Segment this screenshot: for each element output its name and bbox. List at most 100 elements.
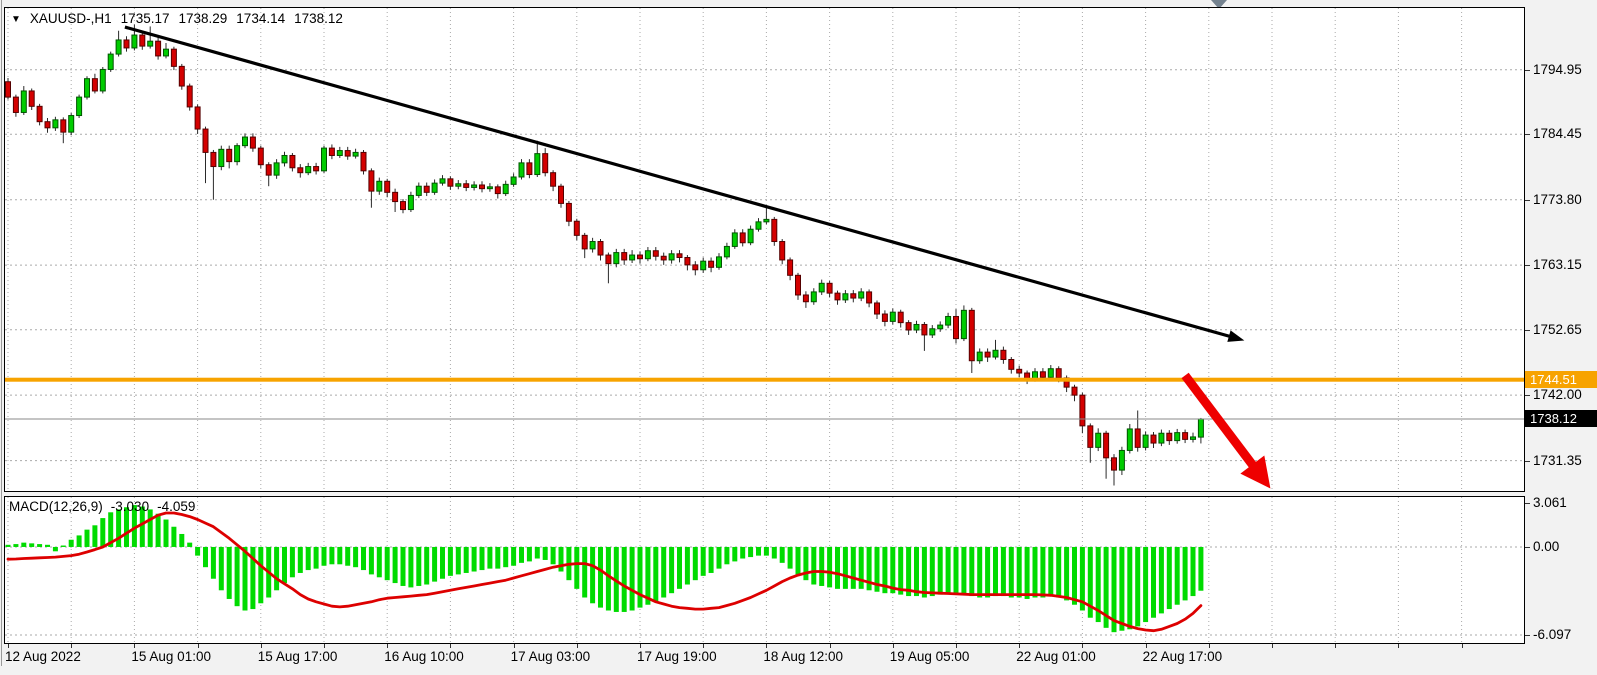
candle-body	[795, 274, 801, 296]
candle-body	[858, 291, 865, 299]
macd-bar	[1143, 546, 1149, 623]
macd-bar	[842, 546, 848, 589]
macd-bar	[1000, 546, 1006, 597]
candle-body	[1079, 394, 1086, 427]
candle-body	[439, 178, 446, 184]
candle-body	[945, 315, 952, 326]
macd-bar	[574, 546, 580, 589]
macd-bar	[763, 546, 769, 556]
candle-body	[400, 201, 406, 211]
macd-bar	[203, 546, 208, 568]
candle-body	[1134, 428, 1141, 448]
macd-bar	[771, 546, 777, 559]
macd-bar	[282, 546, 287, 584]
macd-bar	[708, 546, 714, 573]
macd-bar	[937, 546, 943, 595]
macd-bar	[305, 546, 311, 571]
candle-body	[692, 264, 699, 271]
macd-bar	[447, 546, 453, 576]
macd-bar	[289, 546, 295, 578]
macd-axis-tick	[1525, 503, 1530, 504]
candle-body	[321, 147, 327, 172]
macd-signal-value: -4.059	[157, 499, 196, 514]
candle-body	[684, 256, 691, 266]
macd-bar	[432, 546, 438, 582]
macd-bar	[361, 546, 366, 571]
candle-body	[881, 313, 888, 322]
macd-bar	[131, 505, 137, 547]
time-axis-tick	[324, 644, 325, 648]
candle-body	[407, 194, 414, 211]
macd-bar	[605, 546, 611, 611]
macd-bar	[210, 546, 216, 579]
macd-bar	[827, 546, 833, 588]
macd-bar	[1111, 546, 1117, 633]
candle-body	[1158, 432, 1165, 444]
time-axis-tick	[829, 644, 831, 648]
macd-bar	[116, 509, 122, 547]
candle-body	[1095, 432, 1102, 448]
macd-bar	[84, 529, 90, 547]
macd-bar	[724, 546, 730, 565]
candle-body	[716, 256, 722, 268]
macd-bar	[400, 546, 406, 586]
macd-bar	[124, 507, 129, 547]
candle-body	[226, 148, 233, 163]
candle-body	[905, 322, 912, 331]
macd-bar	[740, 546, 746, 559]
macd-bar	[45, 544, 50, 547]
macd-bar	[914, 546, 919, 597]
candle-body	[494, 186, 501, 195]
macd-indicator-panel[interactable]: MACD(12,26,9) -3.030 -4.059	[4, 496, 1525, 644]
macd-label: MACD(12,26,9)	[9, 499, 103, 514]
candle-body	[44, 121, 51, 129]
time-axis[interactable]: 12 Aug 2022 15 Aug 01:00 15 Aug 17:00 16 Au…	[0, 644, 1597, 666]
macd-bar	[313, 546, 319, 569]
time-axis-tick	[387, 644, 389, 648]
macd-bar	[590, 546, 596, 604]
macd-bar	[1103, 546, 1109, 628]
macd-bar	[187, 542, 193, 547]
price-chart-panel[interactable]: ▼ XAUUSD-,H1 1735.17 1738.29 1734.14 173…	[4, 7, 1525, 492]
time-axis-tick	[766, 644, 768, 648]
candle-body	[68, 115, 75, 133]
symbol-marker-icon: ▼	[11, 14, 21, 25]
ohlc-close: 1738.12	[294, 11, 343, 26]
candle-body	[723, 245, 730, 258]
macd-bar	[732, 546, 738, 562]
macd-bar	[661, 546, 667, 598]
price-axis[interactable]: 1794.95 1784.45 1773.80 1763.15 1752.65 1742.…	[1525, 7, 1597, 644]
price-axis-tick	[1525, 461, 1530, 462]
candle-body	[123, 39, 130, 49]
candle-body	[486, 186, 493, 190]
macd-bar	[716, 546, 722, 569]
candle-body	[731, 232, 738, 247]
macd-bar	[195, 546, 201, 556]
macd-bar	[819, 546, 825, 586]
candle-body	[20, 90, 27, 113]
time-axis-tick	[71, 644, 73, 648]
price-axis-label: 1752.65	[1533, 322, 1582, 337]
candle-body	[186, 85, 193, 108]
candle-body	[107, 53, 114, 70]
candle-body	[929, 328, 936, 336]
time-axis-tick	[1145, 644, 1147, 648]
macd-bar	[503, 546, 509, 568]
candle-body	[976, 351, 983, 362]
time-axis-tick	[1082, 644, 1084, 648]
candle-body	[328, 147, 335, 156]
candle-body	[960, 309, 967, 340]
macd-bar	[787, 546, 793, 569]
macd-bar	[1056, 546, 1062, 598]
macd-bar	[368, 546, 374, 575]
macd-bar	[653, 546, 659, 602]
scroll-position-marker-icon	[1211, 0, 1227, 9]
macd-bar	[945, 546, 951, 594]
macd-bar	[929, 546, 935, 597]
candle-body	[384, 180, 391, 193]
macd-bar	[155, 513, 161, 547]
time-axis-label: 16 Aug 10:00	[384, 649, 464, 664]
time-axis-tick	[576, 644, 578, 648]
macd-bar	[37, 544, 43, 547]
candle-body	[368, 170, 375, 192]
